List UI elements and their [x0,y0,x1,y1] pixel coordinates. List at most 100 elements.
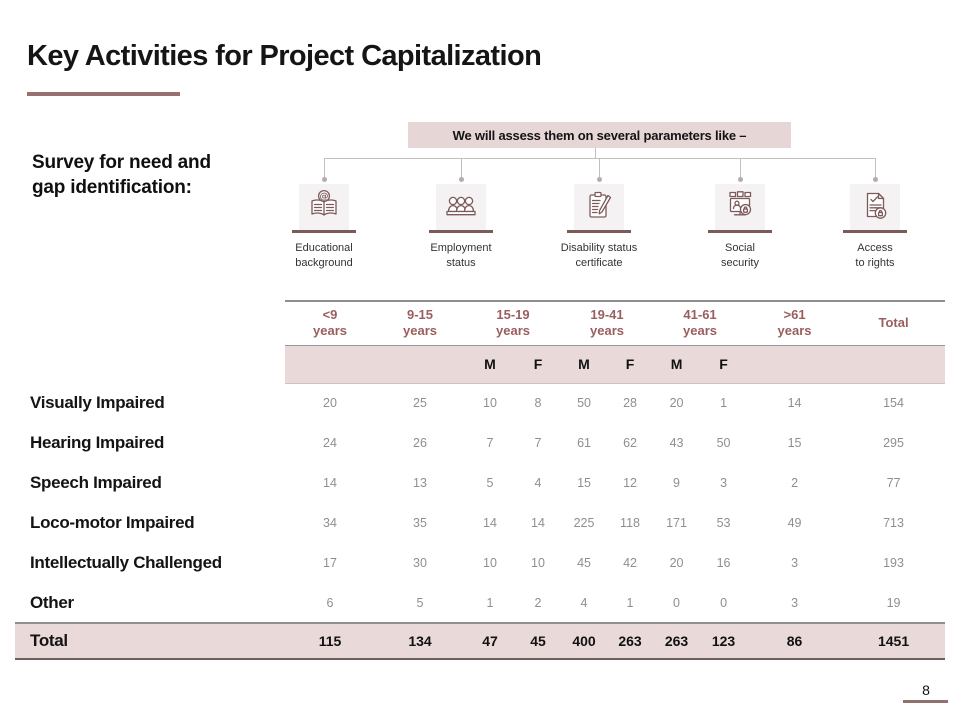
cell-value: 3 [791,556,799,570]
age-group-header-5: >61 years [747,300,843,345]
row-label: Other [30,592,74,612]
icon-box [436,184,486,230]
icon-box [715,184,765,230]
row-label: Visually Impaired [30,393,165,412]
parameter-access-to-rights: Access to rights [810,184,940,271]
cell-value: 12 [623,476,637,490]
cell-value: 193 [883,556,904,570]
cell-value: 34 [323,516,337,530]
row-label: Intellectually Challenged [30,553,222,572]
survey-caption: Survey for need and gap identification: [32,150,211,200]
cell-value: 10 [483,556,497,570]
connector-dot-4 [738,177,743,182]
icon-shelf-line [843,230,907,233]
cell-value: 20 [669,396,684,411]
total-row-label: Total [15,622,285,660]
cell-value: 4 [534,476,542,490]
total-cell-value: 123 [700,622,748,660]
cell-value: 42 [623,556,637,570]
cell-value: 2 [534,595,542,610]
people-desk-icon [443,188,479,227]
cell-value: 295 [883,436,904,450]
parameter-label: Educational background [295,242,353,269]
cell-value: 1 [486,595,494,610]
total-cell-value: 45 [515,622,562,660]
document-lock-icon [857,188,893,227]
cell-value: 118 [620,516,640,530]
parameter-employment-status: Employment status [396,184,526,271]
cell-value: 14 [531,516,545,530]
connector-horizontal-line [324,158,876,159]
cell-value: 4 [580,595,588,610]
cell-value: 713 [883,516,904,530]
cell-value: 2 [791,476,799,490]
table-header: <9 years 9-15 years 15-19 years 19-41 years 41-6… [15,300,946,384]
table-row: Hearing Impaired 24 26 7 7 61 62 43 50 15 295 [15,423,945,463]
cell-value: 49 [787,516,802,530]
cell-value: 1 [720,396,728,411]
connector-drop-3 [599,158,600,178]
age-group-header-3: 19-41 years [561,300,654,345]
cell-value: 7 [486,436,494,450]
connector-drop-1 [324,158,325,178]
monitor-lock-icon [722,188,758,227]
cell-value: 3 [791,595,799,610]
total-cell-value: 86 [747,622,843,660]
icon-shelf-line [429,230,493,233]
cell-value: 17 [323,556,337,570]
cell-value: 30 [413,556,427,570]
total-cell-value: 134 [375,622,465,660]
icon-box: @ [299,184,349,230]
clipboard-pencil-icon [581,188,617,227]
gender-header-2: M [561,344,608,384]
cell-value: 19 [886,595,901,610]
cell-value: 45 [577,556,591,570]
age-group-header-2: 15-19 years [465,300,562,345]
gender-header-0: M [465,344,515,384]
cell-value: 28 [623,396,637,411]
icon-box [850,184,900,230]
cell-value: 225 [573,516,595,530]
cell-value: 25 [413,396,427,411]
cell-value: 24 [323,436,337,450]
age-group-header-1: 9-15 years [375,300,465,345]
cell-value: 6 [326,595,334,610]
cell-value: 0 [720,595,728,610]
connector-drop-5 [875,158,876,178]
parameter-label: Employment status [430,242,492,269]
connector-drop-4 [740,158,741,178]
parameter-social-security: Social security [675,184,805,271]
icon-box [574,184,624,230]
table-row: Intellectually Challenged 17 30 10 10 45 42 20 1… [15,543,945,583]
svg-text:@: @ [320,192,329,202]
cell-value: 10 [531,556,545,570]
cell-value: 15 [787,436,802,450]
table-body: Visually Impaired 20 25 10 8 50 28 20 1 14 154 Hear… [15,383,946,660]
icon-shelf-line [292,230,356,233]
cell-value: 20 [323,396,337,411]
age-header-row: <9 years 9-15 years 15-19 years 19-41 years 41-6… [15,300,946,345]
book-at-icon: @ [306,188,342,227]
parameter-label: Disability status certificate [560,242,638,269]
connector-stub [595,148,596,158]
cell-value: 26 [413,436,427,450]
disability-age-table: <9 years 9-15 years 15-19 years 19-41 years 41-6… [15,300,946,660]
gender-header-4: M [653,344,701,384]
header-spacer [15,301,285,345]
cell-value: 154 [883,396,904,411]
cell-value: 3 [720,476,728,490]
cell-value: 61 [577,436,591,450]
table-row: Visually Impaired 20 25 10 8 50 28 20 1 14 154 [15,383,945,423]
cell-value: 35 [413,516,427,530]
row-label: Hearing Impaired [30,433,165,452]
survey-caption-line1: Survey for need and [32,152,211,173]
cell-value: 7 [534,436,542,450]
connector-dot-1 [322,177,327,182]
table-row: Speech Impaired 14 13 5 4 15 12 9 3 2 77 [15,463,945,503]
page-number: 8 [922,682,930,698]
total-cell-value: 400 [561,622,608,660]
cell-value: 43 [669,436,684,450]
total-column-header: Total [842,300,946,345]
age-group-header-0: <9 years [285,300,375,345]
